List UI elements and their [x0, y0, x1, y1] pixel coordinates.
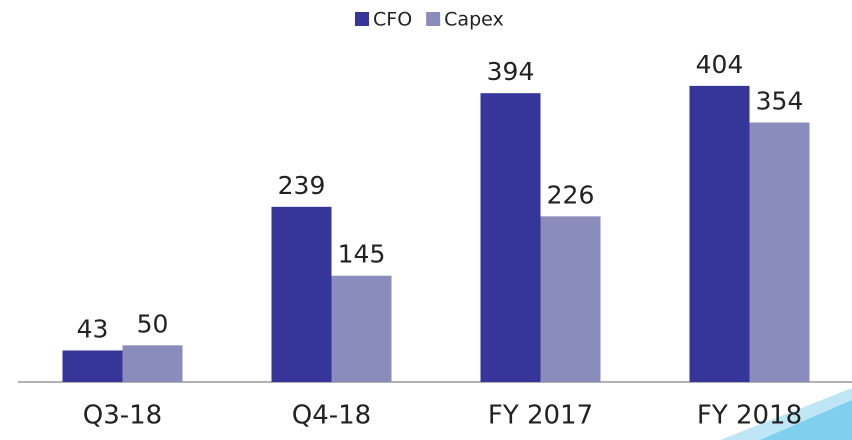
value-label: 50 — [137, 309, 169, 338]
value-label: 354 — [756, 87, 804, 116]
legend-label: CFO — [373, 9, 412, 31]
x-tick-label: FY 2017 — [488, 401, 593, 431]
legend-label: Capex — [444, 9, 504, 31]
bar — [749, 122, 810, 382]
bar — [271, 206, 332, 382]
value-label: 43 — [77, 314, 109, 343]
value-label: 145 — [338, 240, 386, 269]
x-tick-label: Q3-18 — [83, 401, 162, 431]
x-tick-label: Q4-18 — [292, 401, 371, 431]
bar — [480, 93, 541, 382]
legend-swatch — [426, 12, 441, 26]
bar — [331, 275, 392, 382]
value-label: 404 — [696, 50, 744, 79]
x-tick-label: FY 2018 — [697, 401, 802, 431]
value-label: 394 — [487, 57, 535, 86]
value-label: 226 — [547, 180, 595, 209]
bar — [122, 345, 183, 382]
value-label: 239 — [278, 171, 326, 200]
decoration — [760, 400, 852, 440]
bar — [540, 216, 601, 382]
bar — [689, 85, 750, 383]
bar — [62, 350, 123, 382]
legend-swatch — [355, 12, 369, 26]
